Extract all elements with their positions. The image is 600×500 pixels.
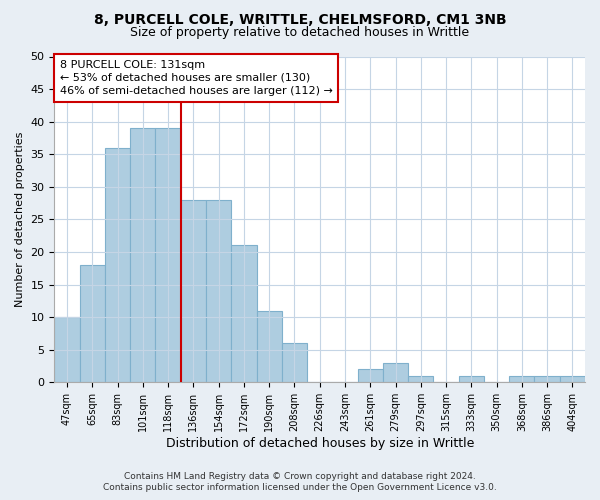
Bar [358,370,383,382]
Bar [509,376,535,382]
Y-axis label: Number of detached properties: Number of detached properties [15,132,25,307]
Bar [282,343,307,382]
Bar [55,317,80,382]
X-axis label: Distribution of detached houses by size in Writtle: Distribution of detached houses by size … [166,437,474,450]
Bar [181,200,206,382]
Bar [130,128,155,382]
Text: 8 PURCELL COLE: 131sqm
← 53% of detached houses are smaller (130)
46% of semi-de: 8 PURCELL COLE: 131sqm ← 53% of detached… [60,60,332,96]
Bar [408,376,433,382]
Bar [206,200,231,382]
Text: Contains HM Land Registry data © Crown copyright and database right 2024.
Contai: Contains HM Land Registry data © Crown c… [103,472,497,492]
Bar [560,376,585,382]
Bar [535,376,560,382]
Bar [257,310,282,382]
Bar [458,376,484,382]
Text: Size of property relative to detached houses in Writtle: Size of property relative to detached ho… [130,26,470,39]
Bar [105,148,130,382]
Bar [80,265,105,382]
Text: 8, PURCELL COLE, WRITTLE, CHELMSFORD, CM1 3NB: 8, PURCELL COLE, WRITTLE, CHELMSFORD, CM… [94,12,506,26]
Bar [155,128,181,382]
Bar [383,363,408,382]
Bar [231,246,257,382]
